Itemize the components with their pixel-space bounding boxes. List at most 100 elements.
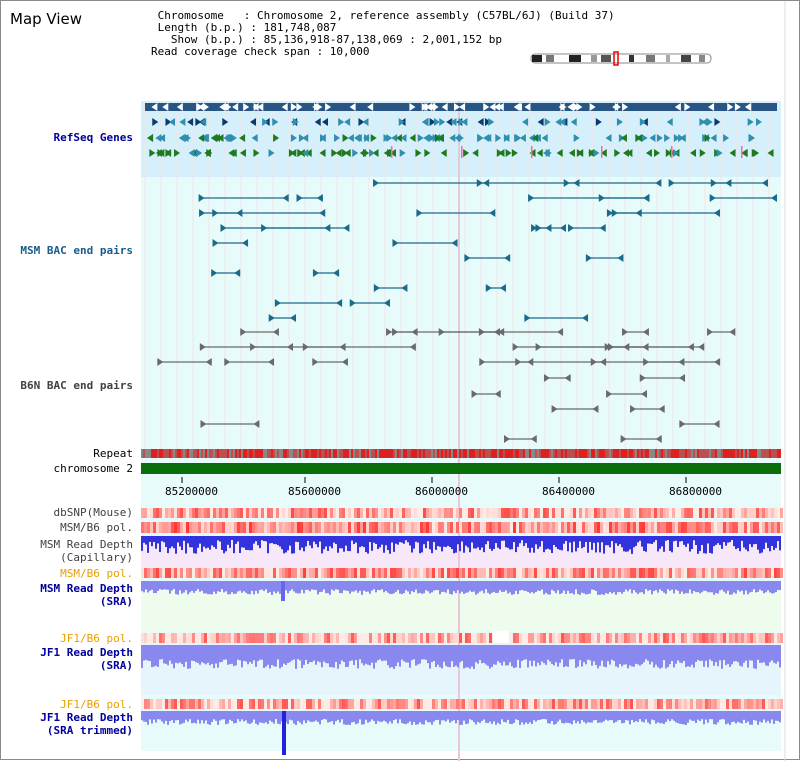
heat-cell: [423, 633, 426, 643]
heat-cell: [639, 508, 642, 518]
depth-bar: [217, 645, 219, 668]
depth-bar: [287, 645, 289, 664]
depth-bar: [725, 536, 727, 546]
depth-bar: [423, 536, 425, 545]
depth-bar: [309, 536, 311, 546]
depth-bar: [271, 536, 273, 544]
heat-cell: [732, 568, 735, 578]
depth-bar: [745, 581, 747, 591]
depth-bar: [735, 536, 737, 550]
depth-bar: [533, 581, 535, 594]
heat-cell: [696, 522, 699, 533]
depth-bar: [567, 536, 569, 552]
heat-cell: [543, 508, 546, 518]
depth-bar: [747, 536, 749, 552]
depth-bar: [237, 711, 239, 720]
gene-feature: [428, 134, 435, 142]
heat-cell: [696, 699, 699, 709]
heat-cell: [438, 568, 441, 578]
heat-cell: [369, 522, 372, 533]
depth-bar: [171, 581, 173, 591]
depth-bar: [319, 536, 321, 542]
heat-cell: [174, 568, 177, 578]
repeat-segment: [191, 449, 193, 458]
depth-bar: [177, 711, 179, 721]
depth-bar: [459, 581, 461, 594]
depth-bar: [647, 581, 649, 591]
heat-cell: [546, 568, 549, 578]
depth-bar: [575, 711, 577, 724]
heat-cell: [747, 508, 750, 518]
repeat-segment: [427, 449, 429, 458]
depth-bar: [353, 645, 355, 665]
heat-cell: [393, 508, 396, 518]
heat-cell: [711, 633, 714, 643]
depth-bar: [231, 711, 233, 721]
depth-bar: [541, 711, 543, 720]
repeat-segment: [769, 449, 771, 458]
depth-bar: [501, 645, 503, 666]
depth-bar: [537, 645, 539, 663]
depth-bar: [313, 711, 315, 722]
depth-bar: [279, 581, 281, 594]
depth-bar: [409, 711, 411, 722]
bac-end: [212, 239, 219, 247]
depth-bar: [745, 711, 747, 723]
heat-cell: [453, 699, 456, 709]
repeat-segment: [199, 449, 201, 458]
heat-cell: [585, 522, 588, 533]
gene-feature: [524, 103, 531, 111]
depth-bar: [637, 581, 639, 595]
depth-bar: [179, 711, 181, 725]
gene-feature: [179, 118, 186, 126]
heat-cell: [363, 508, 366, 518]
heat-cell: [777, 508, 780, 518]
gene-feature: [225, 103, 232, 111]
heat-cell: [156, 508, 159, 518]
bac-end: [641, 390, 648, 398]
gene-feature: [423, 134, 430, 142]
depth-bar: [247, 581, 249, 595]
repeat-segment: [479, 449, 481, 458]
depth-bar: [449, 645, 451, 668]
heat-cell: [639, 633, 642, 643]
depth-bar: [669, 581, 671, 591]
depth-bar: [747, 711, 749, 722]
heat-cell: [528, 522, 531, 533]
heat-cell: [285, 633, 288, 643]
heat-cell: [774, 508, 777, 518]
heat-cell: [552, 522, 555, 533]
depth-bar: [143, 536, 145, 543]
repeat-segment: [153, 449, 155, 458]
heat-cell: [531, 568, 534, 578]
heat-cell: [246, 699, 249, 709]
depth-bar: [435, 711, 437, 721]
depth-bar: [573, 536, 575, 542]
heat-cell: [372, 568, 375, 578]
heat-cell: [651, 568, 654, 578]
heat-cell: [330, 633, 333, 643]
depth-bar: [767, 711, 769, 721]
depth-bar: [255, 536, 257, 542]
repeat-segment: [633, 449, 635, 458]
heat-cell: [402, 508, 405, 518]
repeat-segment: [455, 449, 457, 458]
depth-bar: [399, 536, 401, 543]
depth-bar: [377, 645, 379, 661]
depth-bar: [513, 711, 515, 723]
heat-cell: [447, 633, 450, 643]
depth-bar: [221, 645, 223, 662]
heat-cell: [705, 633, 708, 643]
repeat-segment: [417, 449, 419, 458]
repeat-segment: [511, 449, 513, 458]
heat-cell: [408, 633, 411, 643]
depth-bar: [295, 645, 297, 669]
depth-bar: [755, 711, 757, 721]
depth-bar: [657, 645, 659, 668]
repeat-segment: [315, 449, 317, 458]
repeat-segment: [383, 449, 385, 458]
depth-bar: [571, 711, 573, 725]
gene-feature: [505, 149, 512, 157]
depth-bar: [395, 581, 397, 592]
